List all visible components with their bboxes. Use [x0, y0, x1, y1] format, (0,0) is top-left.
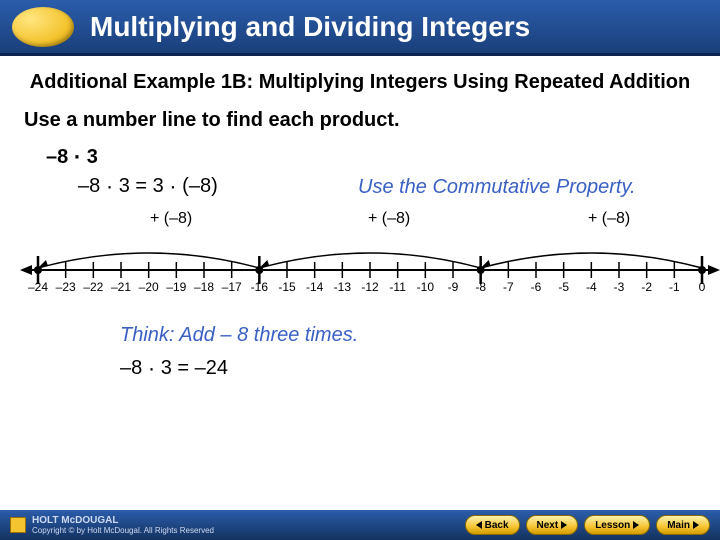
- footer-logo-icon: [10, 517, 26, 533]
- tick-label: -6: [531, 280, 542, 294]
- problem-expression: –8 · 3: [20, 146, 700, 169]
- equation-row: –8 · 3 = 3 · (–8) Use the Commutative Pr…: [20, 175, 700, 200]
- slide-content: Additional Example 1B: Multiplying Integ…: [0, 56, 720, 380]
- footer-nav: Back Next Lesson Main: [465, 515, 710, 535]
- lesson-label: Lesson: [595, 520, 630, 531]
- instruction-text: Use a number line to find each product.: [20, 109, 700, 132]
- tick-label: -8: [475, 280, 486, 294]
- chevron-right-icon: [561, 521, 567, 529]
- chevron-right-icon: [633, 521, 639, 529]
- tick-label: -16: [251, 280, 268, 294]
- tick-label: -7: [503, 280, 514, 294]
- explanation-text: Use the Commutative Property.: [358, 175, 636, 200]
- arrow-labels-row: + (–8) + (–8) + (–8): [20, 210, 700, 240]
- commutative-equation: –8 · 3 = 3 · (–8): [78, 175, 358, 198]
- tick-label: –18: [194, 280, 214, 294]
- lesson-button[interactable]: Lesson: [584, 515, 650, 535]
- tick-label: -12: [361, 280, 378, 294]
- arrow-label-2: + (–8): [368, 210, 410, 228]
- next-label: Next: [537, 520, 559, 531]
- tick-label: –23: [56, 280, 76, 294]
- chevron-left-icon: [476, 521, 482, 529]
- number-line-labels: –24–23–22–21–20–19–18–17-16-15-14-13-12-…: [20, 280, 720, 300]
- slide-header: Multiplying and Dividing Integers: [0, 0, 720, 56]
- footer-brand-block: HOLT McDOUGAL Copyright © by Holt McDoug…: [32, 515, 214, 535]
- tick-label: –17: [222, 280, 242, 294]
- tick-label: –22: [83, 280, 103, 294]
- number-line: –24–23–22–21–20–19–18–17-16-15-14-13-12-…: [20, 240, 720, 312]
- tick-label: -14: [306, 280, 323, 294]
- arrow-label-1: + (–8): [150, 210, 192, 228]
- tick-label: -11: [389, 280, 405, 294]
- main-button[interactable]: Main: [656, 515, 710, 535]
- slide-footer: HOLT McDOUGAL Copyright © by Holt McDoug…: [0, 510, 720, 540]
- tick-label: -4: [586, 280, 597, 294]
- tick-label: -9: [448, 280, 459, 294]
- main-label: Main: [667, 520, 690, 531]
- footer-copyright: Copyright © by Holt McDougal. All Rights…: [32, 526, 214, 535]
- back-label: Back: [485, 520, 509, 531]
- tick-label: -10: [417, 280, 434, 294]
- tick-label: -1: [669, 280, 680, 294]
- back-button[interactable]: Back: [465, 515, 520, 535]
- next-button[interactable]: Next: [526, 515, 579, 535]
- tick-label: 0: [699, 280, 706, 294]
- tick-label: -5: [558, 280, 569, 294]
- tick-label: -3: [614, 280, 625, 294]
- header-title: Multiplying and Dividing Integers: [90, 11, 530, 43]
- chevron-right-icon: [693, 521, 699, 529]
- tick-label: –24: [28, 280, 48, 294]
- tick-label: –21: [111, 280, 131, 294]
- tick-label: -15: [278, 280, 295, 294]
- tick-label: -13: [334, 280, 351, 294]
- tick-label: –20: [139, 280, 159, 294]
- example-subtitle: Additional Example 1B: Multiplying Integ…: [20, 70, 700, 95]
- tick-label: -2: [641, 280, 652, 294]
- answer-equation: –8 · 3 = –24: [20, 357, 700, 380]
- footer-brand: HOLT McDOUGAL: [32, 515, 214, 526]
- tick-label: –19: [166, 280, 186, 294]
- think-text: Think: Add – 8 three times.: [20, 324, 700, 347]
- header-oval-graphic: [12, 7, 74, 47]
- footer-left: HOLT McDOUGAL Copyright © by Holt McDoug…: [10, 515, 214, 535]
- arrow-label-3: + (–8): [588, 210, 630, 228]
